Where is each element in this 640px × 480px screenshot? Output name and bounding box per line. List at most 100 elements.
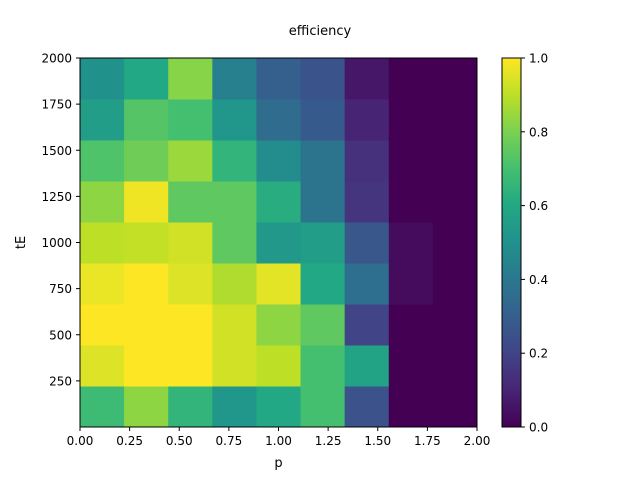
heatmap-cell xyxy=(256,222,302,264)
x-tick-label: 1.25 xyxy=(315,434,342,448)
heatmap-cell xyxy=(256,181,302,223)
y-tick-label: 1500 xyxy=(41,144,72,158)
heatmap-cell xyxy=(168,345,213,387)
heatmap-cell xyxy=(80,386,125,428)
heatmap-cell xyxy=(344,139,390,182)
y-tick-label: 2000 xyxy=(41,52,72,66)
x-tick-label: 0.00 xyxy=(67,434,94,448)
heatmap-cell xyxy=(300,303,346,346)
heatmap-cell xyxy=(124,386,169,428)
heatmap-cell xyxy=(212,99,257,141)
x-tick-label: 0.50 xyxy=(166,434,193,448)
heatmap-cell xyxy=(212,263,257,305)
heatmap-cell xyxy=(168,386,213,428)
heatmap-cell xyxy=(388,345,434,387)
heatmap-cell xyxy=(80,303,125,346)
heatmap-cell xyxy=(432,386,478,428)
colorbar-tick-label: 0.6 xyxy=(529,199,548,213)
heatmap-cell xyxy=(168,222,213,264)
heatmap-cell xyxy=(344,263,390,305)
heatmap-cell xyxy=(344,222,390,264)
heatmap-cell xyxy=(388,222,434,264)
heatmap-cell xyxy=(432,303,478,346)
heatmap-cell xyxy=(256,139,302,182)
heatmap-cell xyxy=(388,181,434,223)
heatmap-cell xyxy=(124,222,169,264)
heatmap-cell xyxy=(80,263,125,305)
heatmap-cell xyxy=(256,58,302,100)
colorbar-tick-label: 0.8 xyxy=(529,125,548,139)
heatmap-cell xyxy=(80,139,125,182)
heatmap-cell xyxy=(124,58,169,100)
heatmap-cell xyxy=(432,99,478,141)
heatmap-cell xyxy=(300,386,346,428)
heatmap-cell xyxy=(344,303,390,346)
heatmap-cells xyxy=(80,58,478,428)
heatmap-cell xyxy=(124,139,169,182)
heatmap-cell xyxy=(124,303,169,346)
heatmap-cell xyxy=(300,58,346,100)
y-tick-label: 250 xyxy=(49,374,72,388)
heatmap-cell xyxy=(300,139,346,182)
colorbar-ticks: 0.0 0.2 0.4 0.6 0.8 1.0 xyxy=(521,52,548,435)
x-tick-label: 1.50 xyxy=(364,434,391,448)
heatmap-cell xyxy=(124,345,169,387)
heatmap-cell xyxy=(212,345,257,387)
x-tick-label: 0.25 xyxy=(116,434,143,448)
colorbar-tick-label: 0.4 xyxy=(529,273,548,287)
heatmap-cell xyxy=(256,345,302,387)
y-tick-label: 1250 xyxy=(41,190,72,204)
heatmap-cell xyxy=(344,99,390,141)
heatmap-cell xyxy=(212,139,257,182)
heatmap-cell xyxy=(256,99,302,141)
heatmap-cell xyxy=(168,303,213,346)
heatmap-cell xyxy=(344,58,390,100)
heatmap-cell xyxy=(300,181,346,223)
heatmap-cell xyxy=(212,303,257,346)
heatmap-cell xyxy=(432,139,478,182)
heatmap-cell xyxy=(388,263,434,305)
y-tick-label: 750 xyxy=(49,282,72,296)
heatmap-cell xyxy=(212,386,257,428)
heatmap-cell xyxy=(432,345,478,387)
y-tick-label: 1000 xyxy=(41,236,72,250)
heatmap-cell xyxy=(388,386,434,428)
heatmap-cell xyxy=(432,181,478,223)
colorbar-tick-label: 0.0 xyxy=(529,421,548,435)
heatmap-cell xyxy=(344,386,390,428)
heatmap-cell xyxy=(168,99,213,141)
heatmap-cell xyxy=(256,386,302,428)
y-tick-label: 1750 xyxy=(41,98,72,112)
heatmap-cell xyxy=(256,303,302,346)
heatmap-cell xyxy=(212,181,257,223)
heatmap-cell xyxy=(80,58,125,100)
heatmap-cell xyxy=(432,58,478,100)
heatmap-cell xyxy=(168,181,213,223)
heatmap-cell xyxy=(168,263,213,305)
x-tick-label: 1.00 xyxy=(265,434,292,448)
heatmap-cell xyxy=(80,99,125,141)
x-axis-label: p xyxy=(274,456,282,471)
y-tick-label: 500 xyxy=(49,328,72,342)
y-axis-label: tE xyxy=(14,236,29,249)
heatmap-cell xyxy=(388,139,434,182)
heatmap-cell xyxy=(388,99,434,141)
heatmap-cell xyxy=(212,58,257,100)
heatmap-cell xyxy=(432,222,478,264)
heatmap-cell xyxy=(344,181,390,223)
chart-title: efficiency xyxy=(289,24,352,39)
x-tick-label: 0.75 xyxy=(216,434,243,448)
heatmap-cell xyxy=(300,99,346,141)
colorbar-tick-label: 0.2 xyxy=(529,347,548,361)
heatmap-cell xyxy=(432,263,478,305)
heatmap-cell xyxy=(124,181,169,223)
heatmap-cell xyxy=(300,222,346,264)
x-axis-ticks: 0.00 0.25 0.50 0.75 1.00 1.25 1.50 1.75 2.00 xyxy=(67,427,490,448)
heatmap-cell xyxy=(80,222,125,264)
heatmap-cell xyxy=(168,139,213,182)
x-tick-label: 1.75 xyxy=(414,434,441,448)
heatmap-cell xyxy=(212,222,257,264)
heatmap-cell xyxy=(124,99,169,141)
heatmap-cell xyxy=(168,58,213,100)
